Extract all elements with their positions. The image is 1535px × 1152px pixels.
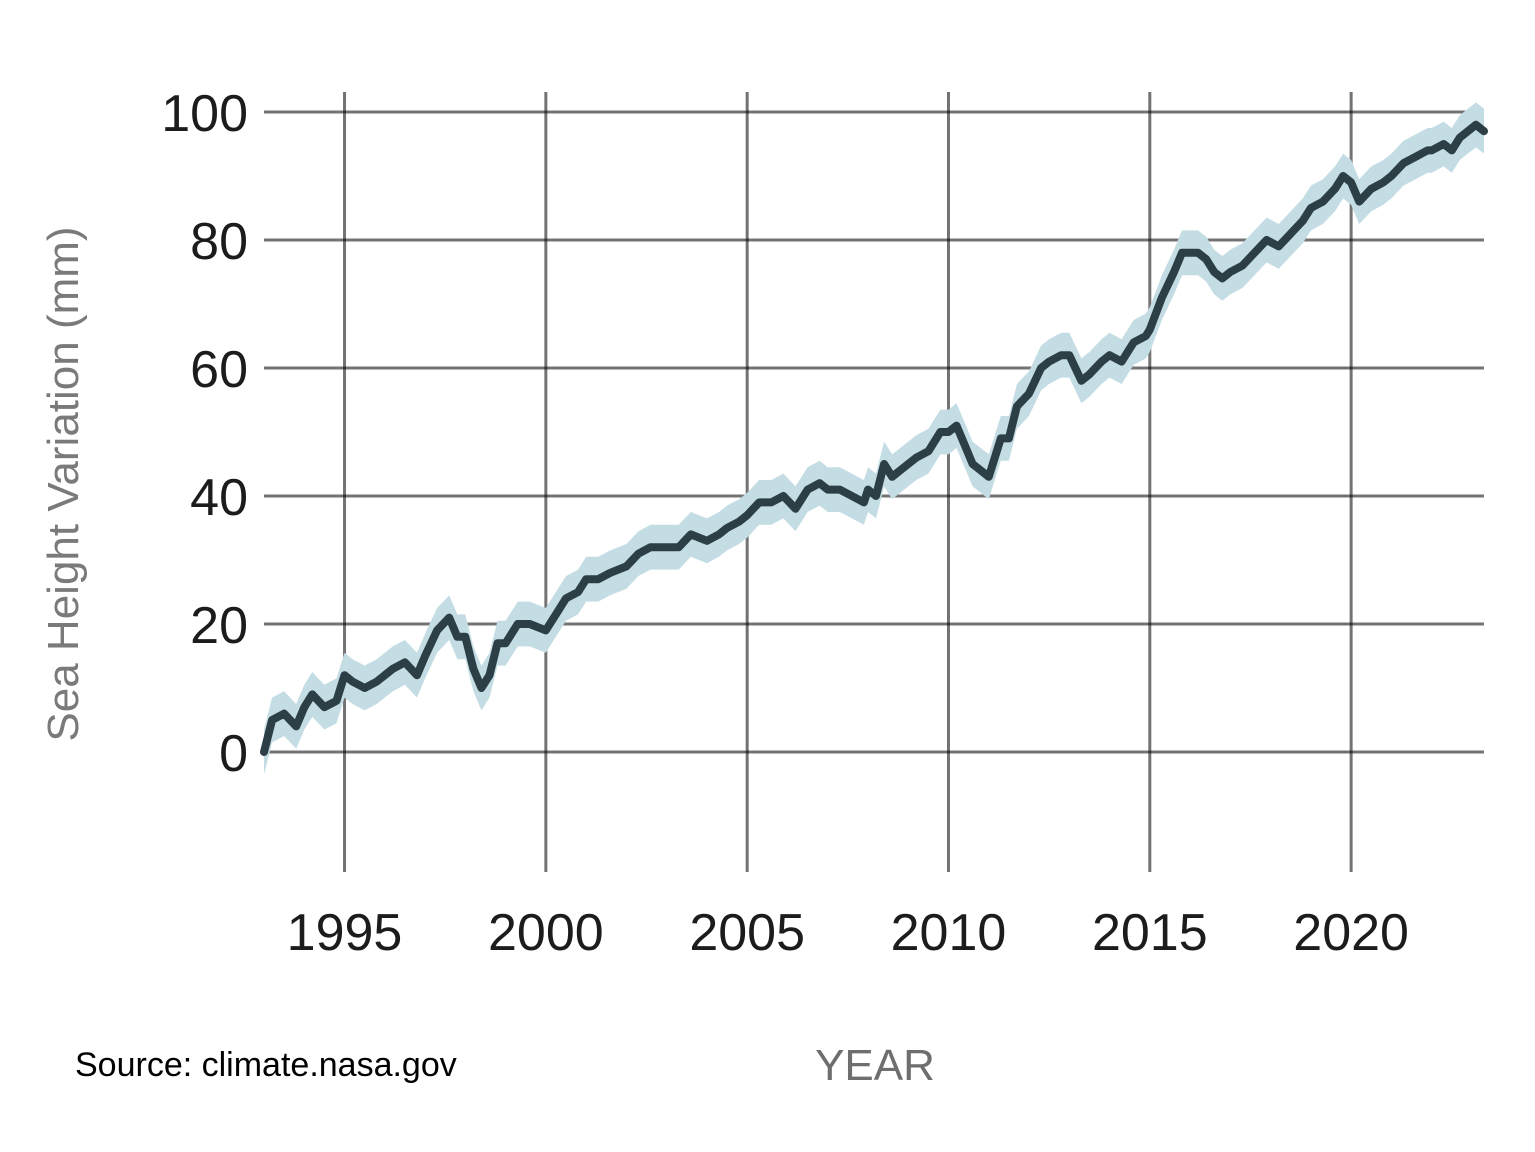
uncertainty-band-layer [264, 102, 1484, 775]
x-tick-label-2010: 2010 [891, 904, 1007, 962]
x-tick-label-2015: 2015 [1092, 904, 1208, 962]
source-note: Source: climate.nasa.gov [75, 1046, 457, 1084]
y-tick-label-60: 60 [190, 341, 248, 399]
x-axis-ticks: 1995 2000 2005 2010 2015 2020 [287, 904, 1409, 962]
sea-level-line [260, 120, 1488, 756]
x-axis-title: YEAR [815, 1041, 935, 1090]
y-tick-label-40: 40 [190, 469, 248, 527]
x-tick-label-1995: 1995 [287, 904, 403, 962]
x-tick-label-2005: 2005 [689, 904, 805, 962]
y-tick-label-0: 0 [219, 725, 248, 783]
x-tick-label-2020: 2020 [1293, 904, 1409, 962]
y-tick-label-80: 80 [190, 213, 248, 271]
series-line-layer [260, 120, 1488, 756]
y-tick-label-20: 20 [190, 597, 248, 655]
y-axis-ticks: 0 20 40 60 80 100 [161, 85, 248, 783]
x-tick-label-2000: 2000 [488, 904, 604, 962]
y-tick-label-100: 100 [161, 85, 248, 143]
uncertainty-band [264, 102, 1484, 775]
y-axis-title: Sea Height Variation (mm) [39, 226, 88, 741]
